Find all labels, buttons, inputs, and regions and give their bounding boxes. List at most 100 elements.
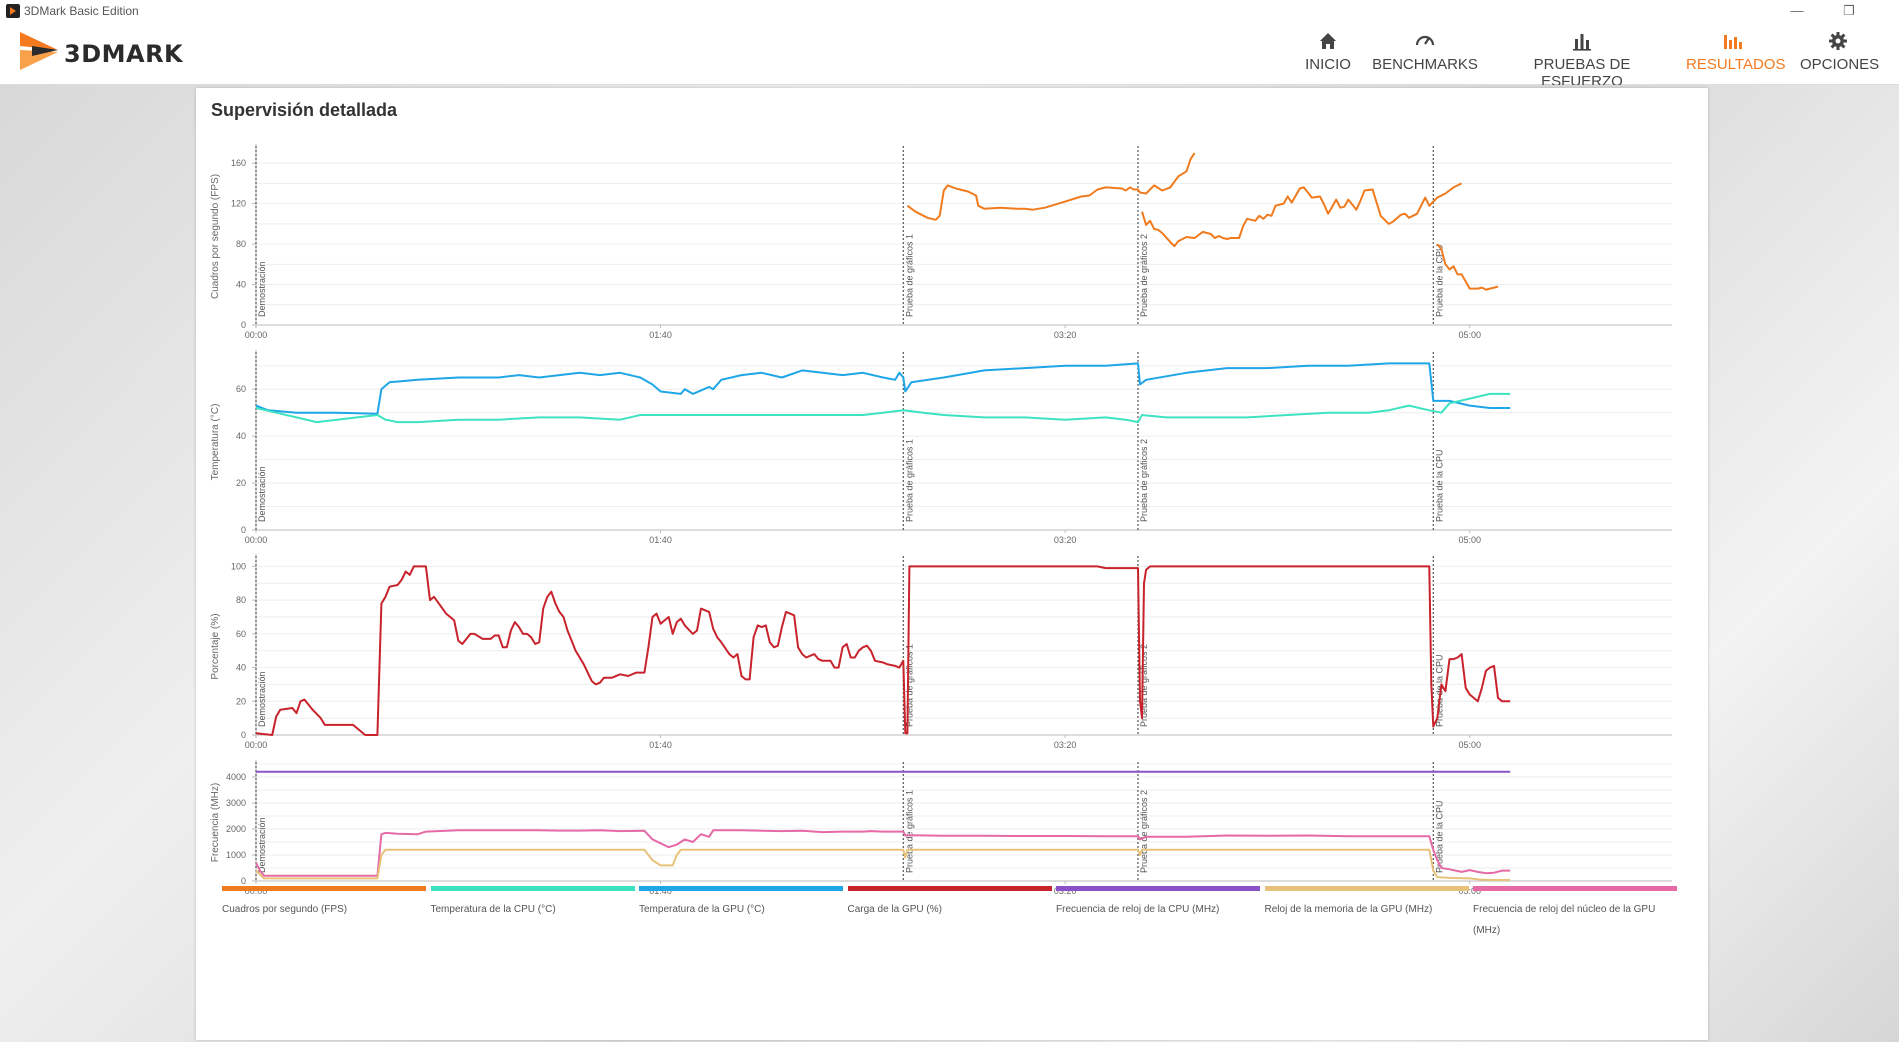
y-tick-label: 40 bbox=[236, 431, 246, 441]
minimize-button[interactable]: — bbox=[1790, 3, 1804, 18]
x-tick-label: 03:20 bbox=[1054, 535, 1077, 545]
test-marker-label: Prueba de la CPU bbox=[1434, 449, 1444, 522]
nav-pruebas-de-esfuerzo[interactable]: PRUEBAS DE ESFUERZO bbox=[1497, 30, 1667, 90]
legend-item[interactable]: Temperatura de la GPU (°C) bbox=[639, 886, 843, 920]
gauge-icon bbox=[1415, 35, 1435, 46]
legend-label: Frecuencia de reloj de la CPU (MHz) bbox=[1056, 904, 1220, 915]
nav-resultados[interactable]: RESULTADOS bbox=[1686, 30, 1785, 73]
legend-label: Frecuencia de reloj del núcleo de la GPU… bbox=[1473, 904, 1656, 936]
nav-benchmarks[interactable]: BENCHMARKS bbox=[1372, 30, 1478, 73]
legend-swatch bbox=[1264, 886, 1469, 891]
x-tick-label: 05:00 bbox=[1458, 740, 1481, 750]
home-icon bbox=[1320, 33, 1336, 49]
test-marker-label: Prueba de gráficos 2 bbox=[1139, 234, 1149, 317]
x-tick-label: 03:20 bbox=[1054, 740, 1077, 750]
y-axis-label: Temperatura (°C) bbox=[210, 404, 221, 481]
y-tick-label: 160 bbox=[231, 158, 246, 168]
legend-label: Temperatura de la GPU (°C) bbox=[639, 904, 765, 915]
x-tick-label: 00:00 bbox=[245, 535, 268, 545]
y-tick-label: 120 bbox=[231, 199, 246, 209]
test-marker-label: Demostración bbox=[257, 671, 267, 727]
y-axis-label: Porcentaje (%) bbox=[210, 613, 221, 679]
x-tick-label: 00:00 bbox=[245, 740, 268, 750]
app-icon bbox=[6, 4, 20, 18]
nav-inicio[interactable]: INICIO bbox=[1303, 30, 1353, 73]
test-marker-label: Demostración bbox=[257, 466, 267, 522]
chart-temp: 0 20 40 60 Temperatura (°C) 00:00 01:40 03:20 05… bbox=[210, 350, 1672, 545]
x-tick-label: 00:00 bbox=[245, 330, 268, 340]
legend-swatch bbox=[847, 886, 1052, 891]
title-bar: 3DMark Basic Edition — ❐ ✕ bbox=[0, 0, 1899, 22]
monitoring-charts: 0 40 80 120 160 Cuadros por segundo (FPS) 00:0… bbox=[210, 144, 1672, 896]
3dmark-logo[interactable]: 3DMARK bbox=[18, 28, 228, 76]
legend-swatch bbox=[1473, 886, 1677, 891]
test-marker-label: Demostración bbox=[257, 261, 267, 317]
y-tick-label: 3000 bbox=[226, 798, 246, 808]
series-line bbox=[906, 152, 1196, 221]
legend-item[interactable]: Temperatura de la CPU (°C) bbox=[430, 886, 635, 920]
y-tick-label: 0 bbox=[241, 320, 246, 330]
test-marker-label: Prueba de gráficos 1 bbox=[904, 234, 914, 317]
series-line bbox=[1436, 243, 1499, 291]
test-marker-label: Prueba de gráficos 1 bbox=[904, 439, 914, 522]
test-marker-label: Prueba de gráficos 2 bbox=[1139, 644, 1149, 727]
test-marker-label: Prueba de la CPU bbox=[1434, 800, 1444, 873]
legend-item[interactable]: Frecuencia de reloj de la CPU (MHz) bbox=[1056, 886, 1260, 920]
test-marker-label: Prueba de gráficos 1 bbox=[904, 790, 914, 873]
nav-resultados-label: RESULTADOS bbox=[1686, 56, 1786, 73]
y-tick-label: 80 bbox=[236, 595, 246, 605]
y-axis-label: Cuadros por segundo (FPS) bbox=[210, 174, 221, 299]
y-tick-label: 60 bbox=[236, 629, 246, 639]
series-line bbox=[255, 848, 1511, 881]
y-tick-label: 2000 bbox=[226, 824, 246, 834]
legend-item[interactable]: Frecuencia de reloj del núcleo de la GPU… bbox=[1473, 886, 1677, 941]
nav-inicio-label: INICIO bbox=[1305, 56, 1351, 73]
restore-button[interactable]: ❐ bbox=[1843, 3, 1855, 18]
legend-swatch bbox=[639, 886, 843, 891]
y-axis-label: Frecuencia (MHz) bbox=[210, 783, 221, 862]
legend-label: Cuadros por segundo (FPS) bbox=[222, 904, 348, 915]
legend-swatch bbox=[1056, 886, 1260, 891]
chart-fps: 0 40 80 120 160 Cuadros por segundo (FPS) 00:0… bbox=[210, 144, 1672, 340]
app-header: 3DMARK INICIO BENCHMARKS PRUEBAS DE ESFU… bbox=[0, 22, 1899, 90]
nav-opciones[interactable]: OPCIONES bbox=[1800, 30, 1880, 73]
x-tick-label: 01:40 bbox=[649, 535, 672, 545]
window-title: 3DMark Basic Edition bbox=[24, 4, 139, 18]
test-marker-label: Demostración bbox=[257, 817, 267, 873]
x-tick-label: 05:00 bbox=[1458, 330, 1481, 340]
series-line bbox=[255, 392, 1511, 424]
series-line bbox=[255, 565, 1511, 736]
logo-mark-icon bbox=[20, 32, 58, 70]
y-tick-label: 40 bbox=[236, 280, 246, 290]
legend-item[interactable]: Reloj de la memoria de la GPU (MHz) bbox=[1264, 886, 1469, 920]
legend-item[interactable]: Carga de la GPU (%) bbox=[847, 886, 1052, 920]
legend-label: Temperatura de la CPU (°C) bbox=[430, 904, 556, 915]
series-line bbox=[1141, 182, 1463, 248]
nav-benchmarks-label: BENCHMARKS bbox=[1372, 56, 1478, 73]
bar-chart-icon bbox=[1573, 34, 1591, 51]
y-tick-label: 40 bbox=[236, 663, 246, 673]
legend-swatch bbox=[430, 886, 635, 891]
x-tick-label: 05:00 bbox=[1458, 535, 1481, 545]
legend-item[interactable]: Cuadros por segundo (FPS) bbox=[222, 886, 426, 920]
y-tick-label: 20 bbox=[236, 478, 246, 488]
y-tick-label: 0 bbox=[241, 525, 246, 535]
logo-wordmark: 3DMARK bbox=[64, 40, 184, 68]
y-tick-label: 0 bbox=[241, 876, 246, 886]
y-tick-label: 0 bbox=[241, 730, 246, 740]
chart-load: 0 20 40 60 80 100 Porcentaje (%) 00:00 01:40 03:2… bbox=[210, 554, 1672, 750]
panel-title: Supervisión detallada bbox=[211, 100, 398, 120]
x-tick-label: 01:40 bbox=[649, 330, 672, 340]
legend-swatch bbox=[222, 886, 426, 891]
test-marker-label: Prueba de gráficos 1 bbox=[904, 644, 914, 727]
legend-label: Reloj de la memoria de la GPU (MHz) bbox=[1264, 904, 1433, 915]
y-tick-label: 1000 bbox=[226, 850, 246, 860]
results-chart-icon bbox=[1724, 35, 1742, 49]
y-tick-label: 100 bbox=[231, 561, 246, 571]
series-line bbox=[255, 829, 1511, 877]
x-tick-label: 03:20 bbox=[1054, 330, 1077, 340]
test-marker-label: Prueba de la CPU bbox=[1434, 244, 1444, 317]
nav-opciones-label: OPCIONES bbox=[1800, 56, 1880, 73]
detailed-monitoring-panel: Supervisión detallada 0 40 80 120 160 Cuadros… bbox=[196, 88, 1708, 1040]
x-tick-label: 00:00 bbox=[245, 886, 268, 896]
